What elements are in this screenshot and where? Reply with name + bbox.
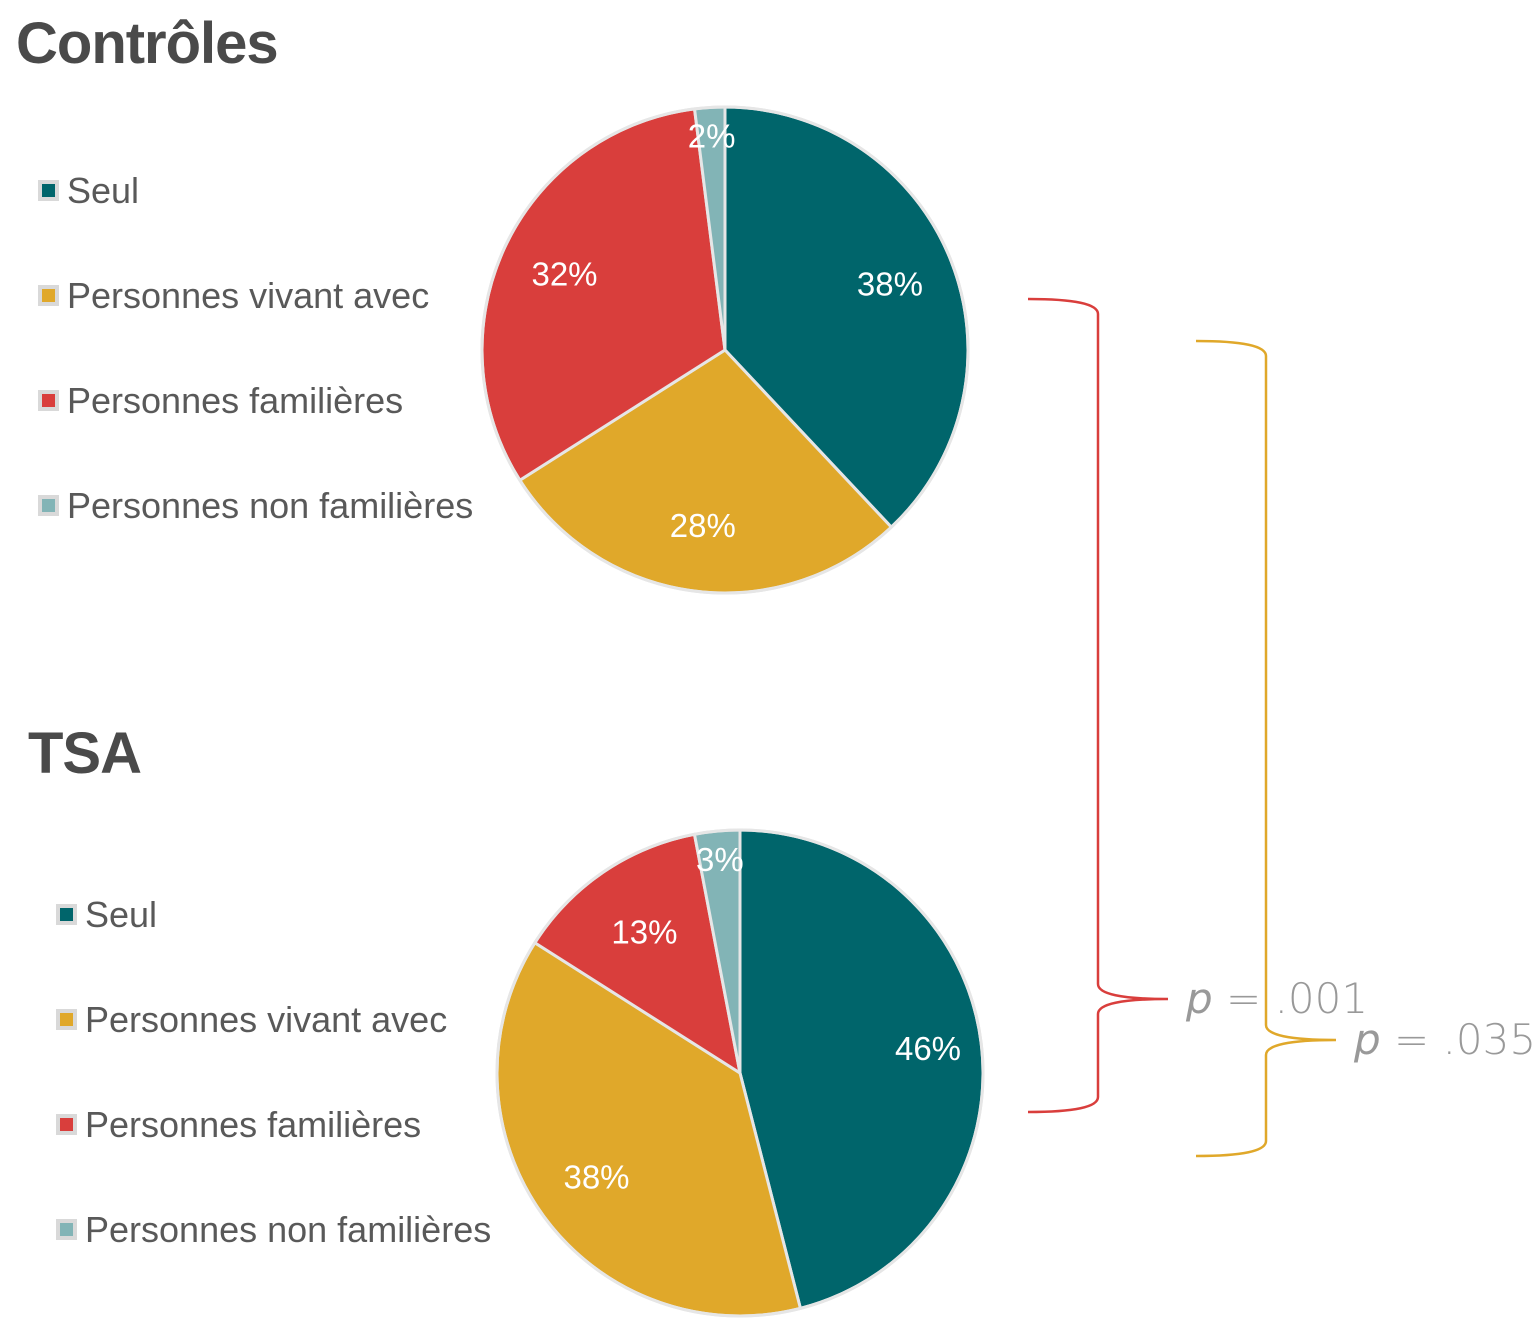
legend-controles: Seul Personnes vivant avec Personnes fam…: [38, 138, 473, 558]
data-label: 2%: [688, 118, 736, 155]
legend-swatch: [38, 180, 59, 201]
legend-label: Personnes familières: [85, 1103, 422, 1145]
legend-item-personnes-non-familieres: Personnes non familières: [38, 453, 473, 558]
legend-item-personnes-vivant-avec: Personnes vivant avec: [56, 967, 491, 1072]
legend-label: Seul: [85, 893, 158, 935]
legend-swatch: [38, 285, 59, 306]
data-label: 28%: [670, 507, 736, 544]
pie-tsa: 46% 38% 13% 3%: [495, 828, 985, 1318]
p-italic: p: [1185, 974, 1213, 1023]
pie-outline: [495, 828, 985, 1318]
significance-bracket-red: [1027, 297, 1169, 1114]
legend-item-seul: Seul: [56, 862, 491, 967]
data-label: 38%: [563, 1158, 629, 1195]
legend-item-seul: Seul: [38, 138, 473, 243]
legend-swatch: [38, 390, 59, 411]
legend-swatch: [56, 904, 77, 925]
p-italic: p: [1353, 1015, 1381, 1064]
data-label: 3%: [696, 841, 744, 878]
legend-swatch: [38, 495, 59, 516]
data-label: 46%: [895, 1030, 961, 1067]
legend-swatch: [56, 1009, 77, 1030]
significance-bracket-yellow: [1195, 339, 1337, 1158]
legend-label: Personnes vivant avec: [85, 998, 448, 1040]
chart-title-tsa: TSA: [28, 721, 142, 786]
data-label: 32%: [531, 256, 597, 293]
p-value: = .035: [1381, 1015, 1534, 1064]
p-value-label: p = .035: [1353, 1015, 1534, 1064]
data-label: 38%: [857, 266, 923, 303]
legend-item-personnes-non-familieres: Personnes non familières: [56, 1177, 491, 1282]
legend-label: Personnes familières: [67, 379, 404, 421]
legend-swatch: [56, 1114, 77, 1135]
legend-tsa: Seul Personnes vivant avec Personnes fam…: [56, 862, 491, 1282]
chart-title-controles: Contrôles: [16, 11, 279, 76]
pie-controles: 38% 28% 32% 2%: [480, 105, 970, 595]
legend-label: Personnes non familières: [85, 1208, 492, 1250]
legend-label: Seul: [67, 169, 140, 211]
data-label: 13%: [611, 913, 677, 950]
legend-item-personnes-familieres: Personnes familières: [38, 348, 473, 453]
legend-item-personnes-vivant-avec: Personnes vivant avec: [38, 243, 473, 348]
legend-item-personnes-familieres: Personnes familières: [56, 1072, 491, 1177]
legend-label: Personnes non familières: [67, 484, 474, 526]
pie-outline: [480, 105, 970, 595]
p-value: = .001: [1213, 974, 1368, 1023]
p-value-label: p = .001: [1185, 974, 1368, 1023]
legend-label: Personnes vivant avec: [67, 274, 430, 316]
legend-swatch: [56, 1219, 77, 1240]
